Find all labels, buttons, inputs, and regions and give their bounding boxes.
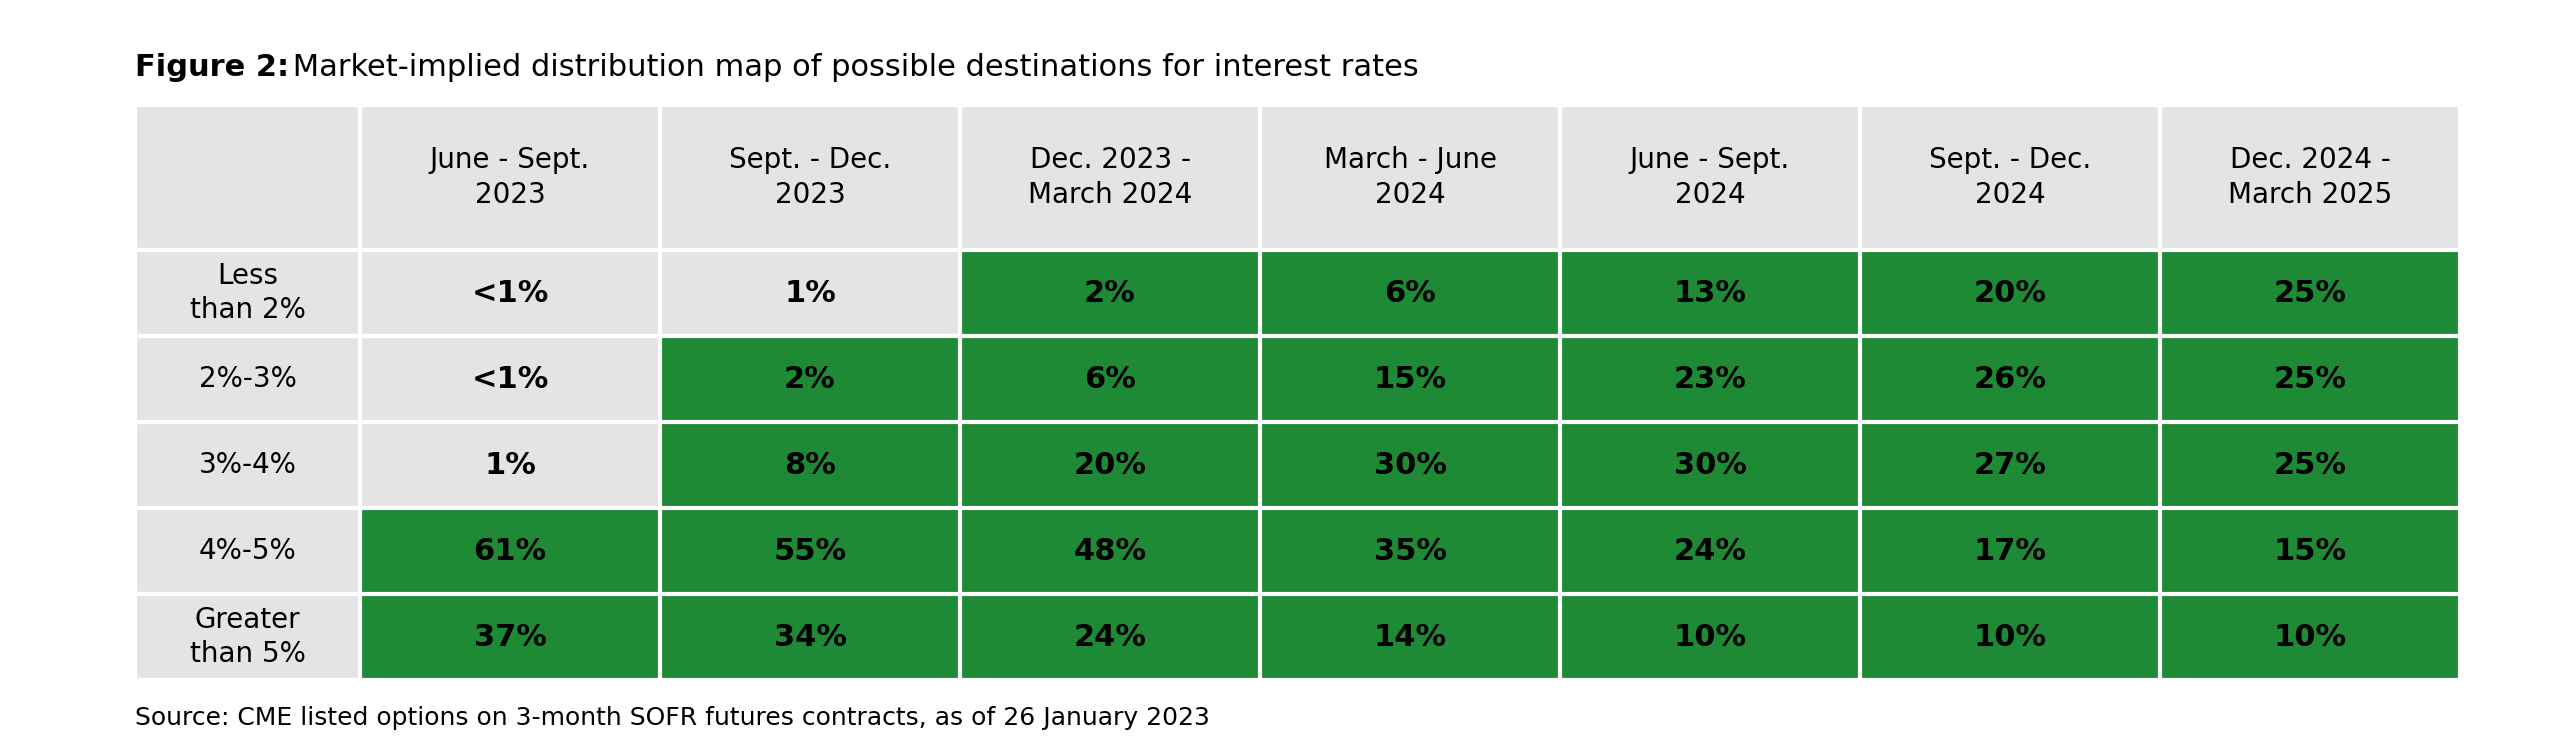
Bar xyxy=(1561,422,1859,508)
Text: 37%: 37% xyxy=(474,622,546,652)
Bar xyxy=(2160,422,2461,508)
Bar xyxy=(660,422,959,508)
Text: 3%-4%: 3%-4% xyxy=(199,451,296,479)
Bar xyxy=(959,250,1260,336)
Text: 14%: 14% xyxy=(1374,622,1446,652)
Bar xyxy=(2160,508,2461,594)
Text: 25%: 25% xyxy=(2275,364,2346,394)
Text: Greater
than 5%: Greater than 5% xyxy=(189,606,306,668)
Bar xyxy=(360,105,660,250)
Text: Market-implied distribution map of possible destinations for interest rates: Market-implied distribution map of possi… xyxy=(283,54,1418,82)
Text: 17%: 17% xyxy=(1974,537,2048,565)
Text: 10%: 10% xyxy=(2275,622,2346,652)
Bar xyxy=(2160,594,2461,680)
Text: 20%: 20% xyxy=(1074,451,1148,479)
Bar xyxy=(1561,508,1859,594)
Text: 2%: 2% xyxy=(785,364,836,394)
Text: 15%: 15% xyxy=(1374,364,1446,394)
Text: 6%: 6% xyxy=(1084,364,1135,394)
Bar xyxy=(360,250,660,336)
Text: Figure 2:: Figure 2: xyxy=(135,54,288,82)
Text: 26%: 26% xyxy=(1974,364,2048,394)
Bar xyxy=(959,422,1260,508)
Bar xyxy=(660,594,959,680)
Bar xyxy=(1260,422,1561,508)
Bar xyxy=(360,422,660,508)
Text: Sept. - Dec.
2024: Sept. - Dec. 2024 xyxy=(1928,146,2091,209)
Text: 61%: 61% xyxy=(474,537,546,565)
Bar xyxy=(959,594,1260,680)
Bar xyxy=(959,105,1260,250)
Text: 15%: 15% xyxy=(2275,537,2346,565)
Bar xyxy=(1260,594,1561,680)
Text: 23%: 23% xyxy=(1673,364,1747,394)
Bar xyxy=(660,508,959,594)
Bar xyxy=(2160,105,2461,250)
Bar xyxy=(1859,594,2160,680)
Text: Sept. - Dec.
2023: Sept. - Dec. 2023 xyxy=(729,146,890,209)
Bar xyxy=(660,336,959,422)
Bar xyxy=(1859,336,2160,422)
Text: Less
than 2%: Less than 2% xyxy=(189,262,306,324)
Text: Source: CME listed options on 3-month SOFR futures contracts, as of 26 January 2: Source: CME listed options on 3-month SO… xyxy=(135,706,1209,730)
Bar xyxy=(1260,508,1561,594)
Bar xyxy=(135,250,360,336)
Text: June - Sept.
2023: June - Sept. 2023 xyxy=(431,146,589,209)
Text: 25%: 25% xyxy=(2275,278,2346,308)
Bar xyxy=(2160,250,2461,336)
Text: 27%: 27% xyxy=(1974,451,2048,479)
Bar xyxy=(360,594,660,680)
Bar xyxy=(135,594,360,680)
Bar xyxy=(1859,250,2160,336)
Bar xyxy=(1561,336,1859,422)
Text: 24%: 24% xyxy=(1673,537,1747,565)
Bar xyxy=(1260,250,1561,336)
Text: Dec. 2023 -
March 2024: Dec. 2023 - March 2024 xyxy=(1028,146,1191,209)
Text: 25%: 25% xyxy=(2275,451,2346,479)
Bar xyxy=(959,336,1260,422)
Bar xyxy=(360,508,660,594)
Text: 10%: 10% xyxy=(1974,622,2048,652)
Bar xyxy=(660,250,959,336)
Text: 4%-5%: 4%-5% xyxy=(199,537,296,565)
Bar xyxy=(2160,336,2461,422)
Text: <1%: <1% xyxy=(472,364,548,394)
Text: 35%: 35% xyxy=(1374,537,1446,565)
Text: 24%: 24% xyxy=(1074,622,1148,652)
Text: 13%: 13% xyxy=(1673,278,1747,308)
Text: June - Sept.
2024: June - Sept. 2024 xyxy=(1629,146,1790,209)
Bar xyxy=(1260,105,1561,250)
Text: 55%: 55% xyxy=(773,537,847,565)
Bar xyxy=(135,422,360,508)
Bar xyxy=(1561,105,1859,250)
Text: 48%: 48% xyxy=(1074,537,1148,565)
Bar xyxy=(135,105,360,250)
Bar xyxy=(1260,336,1561,422)
Bar xyxy=(1561,594,1859,680)
Bar xyxy=(1859,105,2160,250)
Text: 6%: 6% xyxy=(1385,278,1436,308)
Text: 8%: 8% xyxy=(783,451,836,479)
Text: <1%: <1% xyxy=(472,278,548,308)
Bar xyxy=(135,105,2461,680)
Text: 2%: 2% xyxy=(1084,278,1135,308)
Bar xyxy=(360,336,660,422)
Text: 1%: 1% xyxy=(783,278,836,308)
Bar xyxy=(1859,422,2160,508)
Bar xyxy=(660,105,959,250)
Text: Dec. 2024 -
March 2025: Dec. 2024 - March 2025 xyxy=(2229,146,2392,209)
Bar xyxy=(135,508,360,594)
Text: 30%: 30% xyxy=(1374,451,1446,479)
Text: 20%: 20% xyxy=(1974,278,2048,308)
Text: 30%: 30% xyxy=(1673,451,1747,479)
Bar xyxy=(1561,250,1859,336)
Text: 34%: 34% xyxy=(773,622,847,652)
Text: 1%: 1% xyxy=(484,451,536,479)
Text: 10%: 10% xyxy=(1673,622,1747,652)
Text: 2%-3%: 2%-3% xyxy=(199,365,296,393)
Bar xyxy=(959,508,1260,594)
Bar xyxy=(135,336,360,422)
Text: March - June
2024: March - June 2024 xyxy=(1323,146,1497,209)
Bar xyxy=(1859,508,2160,594)
